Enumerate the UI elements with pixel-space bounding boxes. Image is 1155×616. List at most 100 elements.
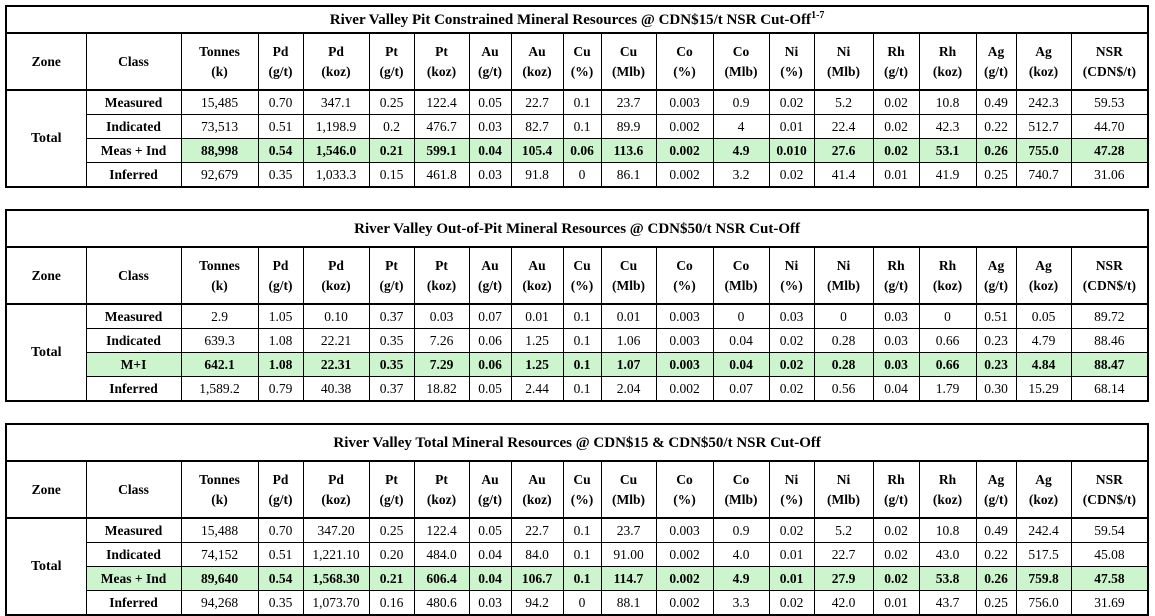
value-cell-nsr: 44.70 (1070, 114, 1149, 139)
value-cell-co-pct: 0.002 (655, 590, 714, 616)
value-cell-ag-gpt: 0.23 (975, 352, 1017, 377)
column-header-pt-koz: Pt (koz) (413, 32, 470, 91)
value-cell-ag-gpt: 0.22 (975, 114, 1017, 139)
value-cell-pt-gpt: 0.20 (368, 542, 415, 567)
column-header-co-mlb: Co (Mlb) (712, 460, 770, 519)
table-row-indicated: Indicated 639.3 1.08 22.21 0.35 7.26 0.06 1.25 0… (6, 328, 1149, 353)
column-header-au-gpt: Au (g/t) (468, 460, 512, 519)
value-cell-pd-koz: 1,568.30 (302, 566, 370, 591)
value-cell-ni-mlb: 27.9 (813, 566, 874, 591)
value-cell-tonnes: 74,152 (180, 542, 259, 567)
column-header-nsr: NSR (CDN$/t) (1070, 460, 1149, 519)
value-cell-ag-gpt: 0.26 (975, 566, 1017, 591)
value-cell-rh-gpt: 0.02 (872, 517, 920, 543)
value-cell-rh-gpt: 0.02 (872, 89, 920, 115)
total-resources-table: River Valley Total Mineral Resources @ C… (5, 423, 1150, 616)
value-cell-au-gpt: 0.03 (468, 114, 512, 139)
value-cell-ag-koz: 759.8 (1015, 566, 1072, 591)
class-cell: Meas + Ind (85, 138, 182, 163)
value-cell-rh-gpt: 0.04 (872, 376, 920, 402)
value-cell-pt-koz: 7.26 (413, 328, 470, 353)
value-cell-pd-koz: 1,198.9 (302, 114, 370, 139)
pit-constrained-resources-table: River Valley Pit Constrained Mineral Res… (5, 5, 1150, 188)
column-header-pd-gpt: Pd (g/t) (257, 460, 304, 519)
value-cell-nsr: 59.54 (1070, 517, 1149, 543)
value-cell-co-pct: 0.003 (655, 303, 714, 329)
class-cell: Measured (85, 89, 182, 115)
value-cell-pd-gpt: 1.05 (257, 303, 304, 329)
value-cell-au-koz: 84.0 (510, 542, 564, 567)
column-header-au-gpt: Au (g/t) (468, 246, 512, 305)
table-row-m-i: M+I 642.1 1.08 22.31 0.35 7.29 0.06 1.25 0.1 1.07… (6, 352, 1149, 377)
column-header-cu-mlb: Cu (Mlb) (600, 460, 657, 519)
value-cell-ag-koz: 4.84 (1015, 352, 1072, 377)
value-cell-co-pct: 0.003 (655, 352, 714, 377)
column-header-nsr: NSR (CDN$/t) (1070, 32, 1149, 91)
table-title: River Valley Pit Constrained Mineral Res… (5, 5, 1149, 34)
value-cell-pd-gpt: 0.70 (257, 517, 304, 543)
value-cell-cu-mlb: 2.04 (600, 376, 657, 402)
value-cell-tonnes: 15,485 (180, 89, 259, 115)
value-cell-cu-mlb: 0.01 (600, 303, 657, 329)
value-cell-cu-mlb: 1.06 (600, 328, 657, 353)
column-header-tonnes: Tonnes (k) (180, 32, 259, 91)
value-cell-au-koz: 82.7 (510, 114, 564, 139)
value-cell-rh-gpt: 0.03 (872, 328, 920, 353)
value-cell-co-mlb: 0 (712, 303, 770, 329)
value-cell-rh-gpt: 0.02 (872, 114, 920, 139)
value-cell-pt-koz: 122.4 (413, 89, 470, 115)
value-cell-ag-gpt: 0.51 (975, 303, 1017, 329)
value-cell-au-gpt: 0.07 (468, 303, 512, 329)
value-cell-tonnes: 92,679 (180, 162, 259, 188)
value-cell-au-gpt: 0.05 (468, 89, 512, 115)
value-cell-pt-koz: 484.0 (413, 542, 470, 567)
value-cell-rh-gpt: 0.01 (872, 590, 920, 616)
value-cell-pt-koz: 122.4 (413, 517, 470, 543)
value-cell-tonnes: 1,589.2 (180, 376, 259, 402)
value-cell-nsr: 31.06 (1070, 162, 1149, 188)
column-header-ni-mlb: Ni (Mlb) (813, 32, 874, 91)
column-header-ag-koz: Ag (koz) (1015, 246, 1072, 305)
value-cell-au-koz: 22.7 (510, 89, 564, 115)
column-header-row: Zone Class Tonnes (k) Pd (g/t) Pd (koz) Pt (g/t) P… (5, 246, 1149, 305)
value-cell-rh-koz: 0.66 (918, 328, 977, 353)
value-cell-pd-gpt: 1.08 (257, 352, 304, 377)
column-header-au-koz: Au (koz) (510, 246, 564, 305)
value-cell-pt-gpt: 0.21 (368, 566, 415, 591)
column-header-co-mlb: Co (Mlb) (712, 32, 770, 91)
value-cell-ag-gpt: 0.49 (975, 89, 1017, 115)
column-header-pd-koz: Pd (koz) (302, 460, 370, 519)
value-cell-au-koz: 22.7 (510, 517, 564, 543)
value-cell-ag-koz: 4.79 (1015, 328, 1072, 353)
value-cell-ag-gpt: 0.25 (975, 162, 1017, 188)
value-cell-co-mlb: 4.9 (712, 566, 770, 591)
value-cell-tonnes: 642.1 (180, 352, 259, 377)
value-cell-pt-gpt: 0.37 (368, 376, 415, 402)
value-cell-pt-koz: 606.4 (413, 566, 470, 591)
table-title: River Valley Out-of-Pit Mineral Resource… (5, 209, 1149, 248)
value-cell-co-pct: 0.002 (655, 376, 714, 402)
value-cell-rh-gpt: 0.03 (872, 303, 920, 329)
class-cell: Inferred (85, 590, 182, 616)
value-cell-pd-gpt: 0.70 (257, 89, 304, 115)
value-cell-rh-gpt: 0.02 (872, 566, 920, 591)
value-cell-pd-koz: 22.21 (302, 328, 370, 353)
value-cell-cu-mlb: 23.7 (600, 89, 657, 115)
value-cell-rh-koz: 0 (918, 303, 977, 329)
column-header-zone: Zone (5, 246, 87, 305)
table-row-meas-ind: Meas + Ind 89,640 0.54 1,568.30 0.21 606.4 0.0… (6, 566, 1149, 591)
value-cell-nsr: 88.46 (1070, 328, 1149, 353)
value-cell-co-pct: 0.002 (655, 138, 714, 163)
value-cell-nsr: 45.08 (1070, 542, 1149, 567)
value-cell-rh-gpt: 0.02 (872, 138, 920, 163)
value-cell-tonnes: 89,640 (180, 566, 259, 591)
column-header-rh-gpt: Rh (g/t) (872, 32, 920, 91)
column-header-ag-gpt: Ag (g/t) (975, 32, 1017, 91)
value-cell-au-koz: 106.7 (510, 566, 564, 591)
value-cell-nsr: 47.58 (1070, 566, 1149, 591)
value-cell-cu-mlb: 89.9 (600, 114, 657, 139)
value-cell-ni-mlb: 0 (813, 303, 874, 329)
value-cell-ag-gpt: 0.25 (975, 590, 1017, 616)
value-cell-pt-gpt: 0.2 (368, 114, 415, 139)
column-header-rh-koz: Rh (koz) (918, 246, 977, 305)
